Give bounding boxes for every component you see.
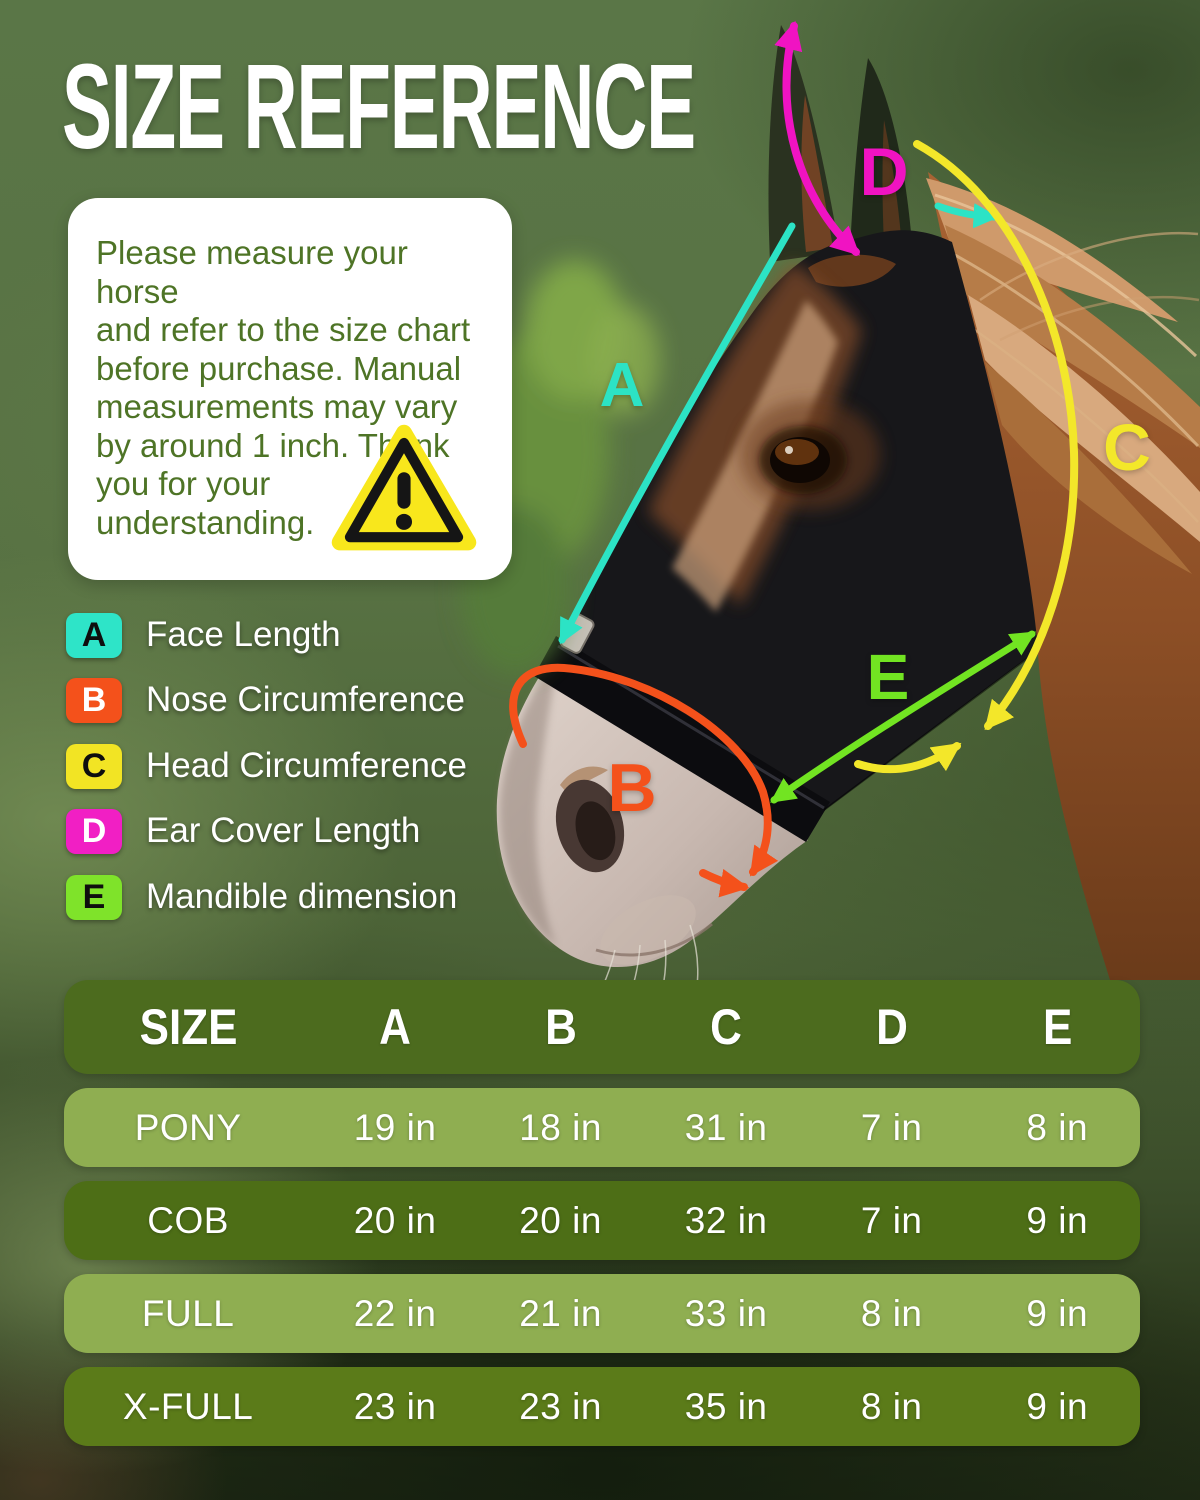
legend-badge-a: A [66, 612, 122, 658]
legend-label: Nose Circumference [146, 680, 465, 719]
value-a: 23 in [353, 1385, 437, 1427]
value-e: 9 in [1026, 1385, 1089, 1427]
size-name: COB [147, 1199, 229, 1241]
legend-badge-c: C [66, 743, 122, 789]
value-a: 19 in [353, 1106, 437, 1148]
value-c: 31 in [684, 1106, 768, 1148]
value-e: 8 in [1026, 1106, 1089, 1148]
legend-item-ear-cover-length: D Ear Cover Length [66, 808, 420, 854]
measurement-arrows [509, 20, 1079, 898]
forelock [808, 254, 896, 287]
warning-triangle-icon [331, 424, 477, 551]
value-a: 20 in [353, 1199, 437, 1241]
legend-badge-e: E [66, 874, 122, 920]
legend-item-head-circumference: C Head Circumference [66, 743, 467, 789]
value-b: 20 in [519, 1199, 602, 1241]
legend-item-nose-circumference: B Nose Circumference [66, 677, 465, 723]
size-name: X-FULL [122, 1385, 254, 1427]
value-a: 22 in [353, 1292, 437, 1334]
legend-label: Mandible dimension [146, 877, 458, 916]
marker-letter-d: D [859, 134, 909, 210]
size-chart-header-row: SIZE A B C D E [64, 980, 1140, 1074]
value-d: 7 in [860, 1106, 923, 1148]
legend-label: Face Length [146, 615, 341, 654]
value-b: 23 in [519, 1385, 602, 1427]
value-d: 8 in [860, 1292, 923, 1334]
table-row-pony: PONY 19 in 18 in 31 in 7 in 8 in [64, 1088, 1140, 1167]
table-row-full: FULL 22 in 21 in 33 in 8 in 9 in [64, 1274, 1140, 1353]
horse-mane [926, 178, 1200, 574]
arrow-a-poll [934, 202, 999, 229]
arrow-b-nose-circumference [509, 663, 779, 877]
legend-item-mandible-dimension: E Mandible dimension [66, 874, 457, 920]
value-d: 8 in [860, 1385, 923, 1427]
value-e: 9 in [1026, 1292, 1089, 1334]
page-title: SIZE REFERENCE [62, 38, 696, 174]
size-name: PONY [134, 1106, 242, 1148]
column-header-c: C [710, 999, 743, 1055]
size-name: FULL [141, 1292, 235, 1334]
column-header-d: D [875, 999, 908, 1055]
marker-letter-b: B [607, 750, 657, 826]
measurement-note-card: Please measure your horse and refer to t… [68, 198, 512, 580]
value-d: 7 in [860, 1199, 923, 1241]
value-c: 35 in [684, 1385, 768, 1427]
horse-eye [759, 426, 847, 494]
arrow-d-ear-cover [774, 20, 860, 256]
table-row-x-full: X-FULL 23 in 23 in 35 in 8 in 9 in [64, 1367, 1140, 1446]
column-header-e: E [1042, 999, 1072, 1055]
column-header-size: SIZE [139, 999, 238, 1055]
legend-badge-b: B [66, 677, 122, 723]
value-c: 33 in [684, 1292, 768, 1334]
arrow-a-face-length [558, 222, 796, 645]
marker-letter-e: E [866, 641, 910, 713]
legend-badge-d: D [66, 808, 122, 854]
value-b: 18 in [519, 1106, 602, 1148]
legend-label: Head Circumference [146, 746, 467, 785]
value-e: 9 in [1026, 1199, 1089, 1241]
column-header-a: A [379, 999, 411, 1055]
size-chart-table: SIZE A B C D E PONY 19 in 18 in 31 in 7 … [64, 980, 1140, 1460]
arrow-b-swoosh [699, 868, 750, 898]
table-row-cob: COB 20 in 20 in 32 in 7 in 9 in [64, 1181, 1140, 1260]
legend-item-face-length: A Face Length [66, 612, 341, 658]
marker-letter-c: C [1103, 410, 1151, 484]
mask-noseband [534, 636, 830, 842]
note-text: Please measure your horse and refer to t… [96, 234, 471, 541]
legend-label: Ear Cover Length [146, 811, 421, 850]
marker-letter-a: A [599, 351, 645, 420]
column-header-b: B [544, 999, 577, 1055]
value-c: 32 in [684, 1199, 768, 1241]
arrow-e-mandible [770, 630, 1037, 804]
value-b: 21 in [519, 1292, 602, 1334]
